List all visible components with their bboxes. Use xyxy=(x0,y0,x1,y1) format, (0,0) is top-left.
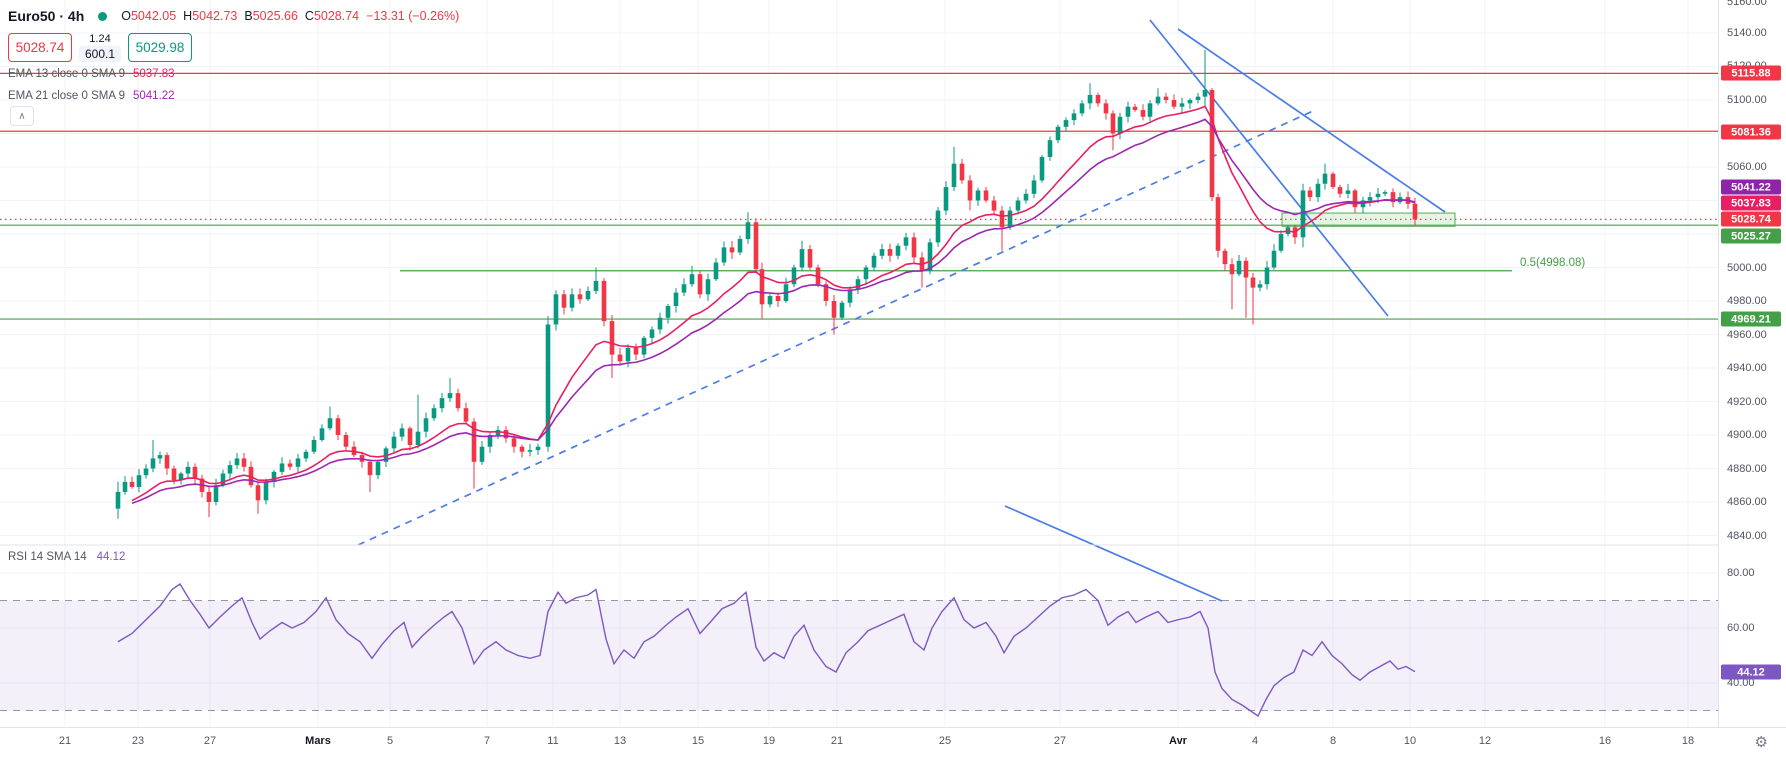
price-tick-4960.00: 4960.00 xyxy=(1727,329,1767,341)
price-badge-4969.21: 4969.21 xyxy=(1721,311,1781,327)
time-tick-4: 4 xyxy=(1251,735,1259,747)
price-tick-5100.00: 5100.00 xyxy=(1727,94,1767,106)
price-tick-60.00: 60.00 xyxy=(1727,622,1755,634)
market-status-icon xyxy=(98,11,108,21)
time-tick-21: 21 xyxy=(58,735,72,747)
rsi-label: RSI 14 SMA 14 xyxy=(8,551,87,563)
price-tick-40.00: 40.00 xyxy=(1727,677,1755,689)
price-levels[interactable] xyxy=(0,72,1718,320)
time-tick-18: 18 xyxy=(1681,735,1695,747)
price-tick-5000.00: 5000.00 xyxy=(1727,262,1767,274)
time-tick-27: 27 xyxy=(1053,735,1067,747)
time-tick-16: 16 xyxy=(1598,735,1612,747)
indicator-ema13-value: 5037.83 xyxy=(132,68,175,80)
change-value: −13.31 (−0.26%) xyxy=(366,9,460,23)
rsi-band xyxy=(0,600,1718,711)
buy-button[interactable]: 5029.98 xyxy=(128,33,192,62)
time-axis[interactable]: ⚙ 21 23 27 Mars 5 7 11 13 15 19 21 25 27 Avr 4 8 10 12 16 1… xyxy=(0,727,1786,758)
high-value: 5042.73 xyxy=(192,9,238,23)
price-tick-5140.00: 5140.00 xyxy=(1727,27,1767,39)
price-badge-5041.22: 5041.22 xyxy=(1721,179,1781,195)
time-tick-23: 23 xyxy=(131,735,145,747)
price-tick-80.00: 80.00 xyxy=(1727,567,1755,579)
time-tick-Avr: Avr xyxy=(1169,735,1187,747)
supply-zone-box[interactable] xyxy=(1281,212,1456,227)
candles xyxy=(115,49,1418,519)
rsi-trendline[interactable] xyxy=(1004,505,1223,602)
ohlc-readout: O5042.05 H5042.73 B5025.66 C5028.74 −13.… xyxy=(121,9,460,23)
price-tick-5060.00: 5060.00 xyxy=(1727,161,1767,173)
rsi-value: 44.12 xyxy=(96,551,126,563)
collapse-pane-button[interactable]: ∧ xyxy=(10,106,34,126)
price-axis[interactable]: 5160.005140.005120.005100.005060.005000.… xyxy=(1718,0,1786,727)
grid xyxy=(0,0,1718,727)
time-tick-13: 13 xyxy=(613,735,627,747)
time-tick-8: 8 xyxy=(1329,735,1337,747)
close-value: 5028.74 xyxy=(313,9,360,23)
rsi-indicator-legend[interactable]: RSI 14 SMA 14 44.12 xyxy=(8,551,125,563)
price-tick-4840.00: 4840.00 xyxy=(1727,530,1767,542)
time-tick-21: 21 xyxy=(830,735,844,747)
price-badge-5028.74: 5028.74 xyxy=(1721,211,1781,227)
price-badge-5115.88: 5115.88 xyxy=(1721,65,1781,81)
sell-button[interactable]: 5028.74 xyxy=(8,33,72,62)
rsi-line[interactable] xyxy=(117,583,1416,718)
ema13-line[interactable] xyxy=(131,105,1416,502)
price-badge-5081.36: 5081.36 xyxy=(1721,124,1781,140)
price-tick-4900.00: 4900.00 xyxy=(1727,429,1767,441)
time-tick-15: 15 xyxy=(691,735,705,747)
indicator-ema21-value: 5041.22 xyxy=(132,90,175,102)
indicator-ema21[interactable]: EMA 21 close 0 SMA 9 5041.22 xyxy=(8,90,459,106)
settings-gear-icon[interactable]: ⚙ xyxy=(1754,734,1768,751)
time-tick-25: 25 xyxy=(938,735,952,747)
open-value: 5042.05 xyxy=(130,9,177,23)
time-tick-27: 27 xyxy=(203,735,217,747)
price-tick-5160.00: 5160.00 xyxy=(1727,0,1767,8)
indicator-ema21-label: EMA 21 close 0 SMA 9 xyxy=(8,90,125,102)
time-tick-12: 12 xyxy=(1478,735,1492,747)
trendline-dashed-uptrend[interactable] xyxy=(357,110,1314,546)
time-tick-10: 10 xyxy=(1403,735,1417,747)
svg-text:0.5(4998.08): 0.5(4998.08) xyxy=(1520,257,1585,269)
lot-size-value[interactable]: 600.1 xyxy=(78,46,122,62)
indicator-ema13[interactable]: EMA 13 close 0 SMA 9 5037.83 xyxy=(8,68,459,84)
price-badge-5037.83: 5037.83 xyxy=(1721,195,1781,211)
time-tick-Mars: Mars xyxy=(305,735,331,747)
time-tick-11: 11 xyxy=(547,735,559,747)
price-tick-4980.00: 4980.00 xyxy=(1727,295,1767,307)
indicator-ema13-label: EMA 13 close 0 SMA 9 xyxy=(8,68,125,80)
ema21-line[interactable] xyxy=(131,118,1416,504)
low-value: 5025.66 xyxy=(252,9,298,23)
price-tick-4940.00: 4940.00 xyxy=(1727,362,1767,374)
trendline-downtrend-a[interactable] xyxy=(1149,19,1389,317)
fib-level[interactable]: 0.5(4998.08) xyxy=(400,257,1585,272)
chart-legend: Euro50 · 4h O5042.05 H5042.73 B5025.66 C… xyxy=(8,6,459,106)
price-tick-4920.00: 4920.00 xyxy=(1727,396,1767,408)
time-tick-19: 19 xyxy=(762,735,776,747)
price-tick-4860.00: 4860.00 xyxy=(1727,496,1767,508)
time-tick-7: 7 xyxy=(483,735,491,747)
price-tick-4880.00: 4880.00 xyxy=(1727,463,1767,475)
price-badge-44.12: 44.12 xyxy=(1721,664,1781,680)
price-badge-5025.27: 5025.27 xyxy=(1721,228,1781,244)
spread-value: 1.24 xyxy=(89,33,111,45)
trendline-downtrend-b[interactable] xyxy=(1177,28,1446,213)
symbol-title[interactable]: Euro50 · 4h xyxy=(8,8,85,24)
time-tick-5: 5 xyxy=(386,735,394,747)
